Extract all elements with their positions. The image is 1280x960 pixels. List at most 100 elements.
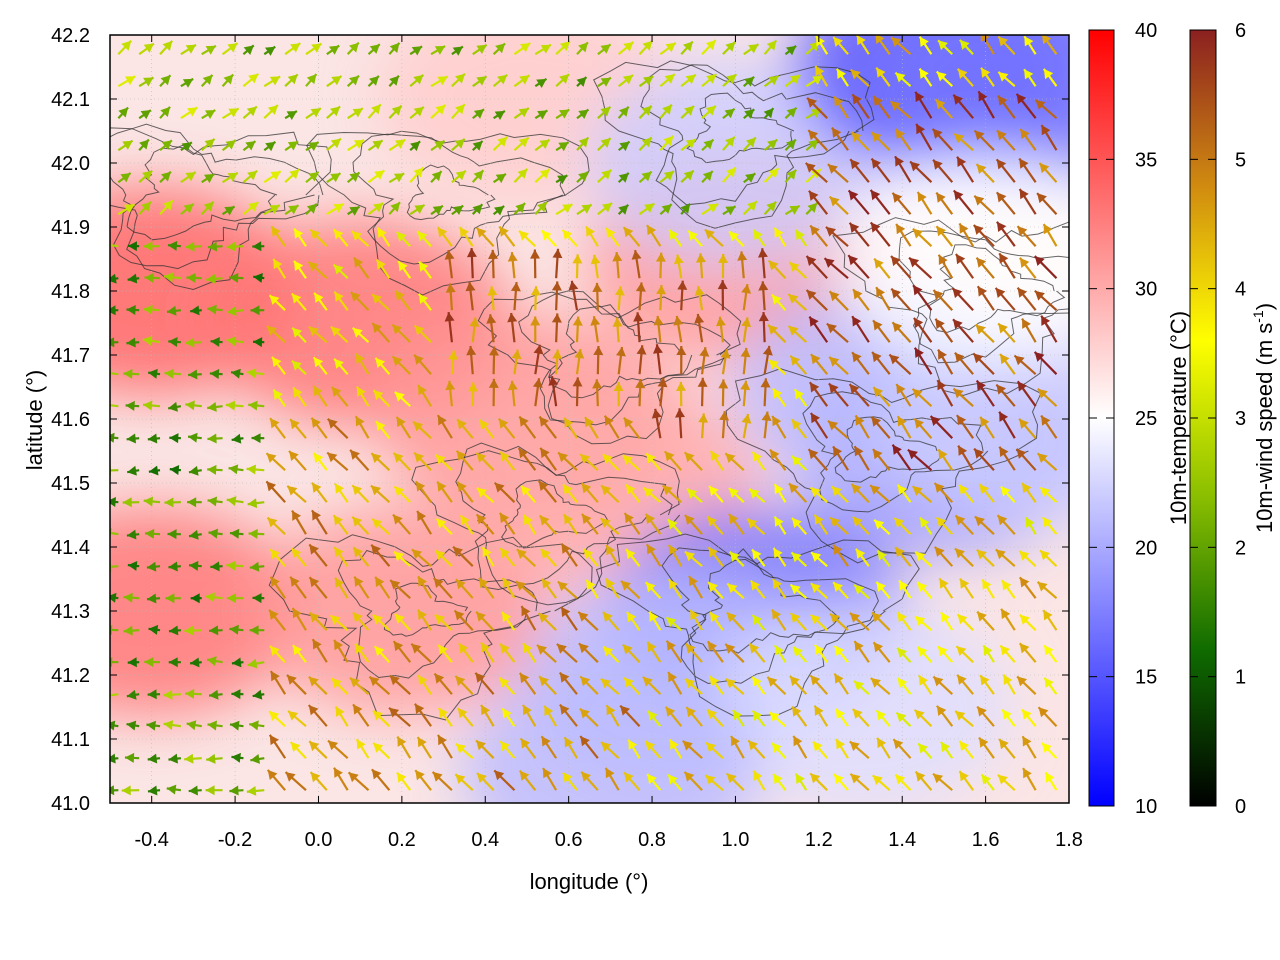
wind-arrow-head <box>250 754 260 764</box>
wind-arrow-head <box>518 108 529 118</box>
wind-arrow-head <box>294 228 304 239</box>
wind-arrow <box>680 138 697 152</box>
temp-colorbar-tick-label: 40 <box>1135 20 1157 42</box>
wind-arrow <box>186 720 202 731</box>
wind-arrow <box>305 171 320 184</box>
wind-arrow-head <box>936 192 946 203</box>
wind-arrow <box>1018 418 1037 439</box>
wind-arrow <box>935 705 954 727</box>
wind-arrow-head <box>849 741 860 752</box>
wind-arrow <box>394 289 412 311</box>
wind-arrow <box>997 35 1016 55</box>
wind-arrow-head <box>537 645 547 655</box>
wind-arrow-head <box>188 432 198 443</box>
wind-arrow-head <box>576 77 587 87</box>
wind-arrow-head <box>1016 448 1027 459</box>
wind-arrow <box>510 281 521 311</box>
wind-arrow-head <box>1002 580 1012 591</box>
wind-arrow-head <box>729 551 740 562</box>
wind-arrow <box>534 138 551 152</box>
wind-arrow-head <box>854 446 864 457</box>
wind-arrow <box>682 740 703 760</box>
wind-arrow <box>147 785 161 796</box>
wind-arrow <box>488 249 498 279</box>
wind-arrow <box>372 709 391 727</box>
x-tick-label: 1.4 <box>888 829 916 851</box>
wind-arrow-head <box>308 705 319 716</box>
wind-arrow-head <box>729 231 739 242</box>
wind-arrow <box>1022 767 1037 791</box>
wind-arrow-head <box>1041 742 1052 753</box>
wind-arrow-head <box>983 645 993 656</box>
wind-arrow-head <box>827 164 838 174</box>
wind-arrow <box>1041 742 1058 759</box>
wind-arrow-head <box>960 578 970 589</box>
wind-arrow <box>284 73 299 88</box>
wind-arrow-head <box>675 408 685 418</box>
wind-arrow <box>576 41 589 55</box>
wind-arrow <box>252 689 265 700</box>
wind-arrow <box>1042 223 1058 247</box>
wind-arrow-head <box>185 688 195 699</box>
wind-arrow-head <box>663 171 674 181</box>
wind-arrow <box>288 450 307 471</box>
wind-arrow <box>646 641 662 663</box>
terrain-contour <box>593 60 875 229</box>
wind-arrow <box>869 221 891 247</box>
wind-arrow <box>590 315 601 343</box>
wind-arrow <box>305 203 318 215</box>
wind-arrow-head <box>871 416 881 427</box>
wind-arrow-head <box>877 550 887 561</box>
wind-arrow-head <box>685 139 696 149</box>
wind-arrow-head <box>410 141 421 152</box>
wind-arrow-head <box>940 741 951 753</box>
wind-arrow-head <box>616 346 626 357</box>
wind-arrow-head <box>955 254 966 265</box>
wind-arrow-head <box>473 109 484 119</box>
wind-arrow-head <box>1044 645 1054 656</box>
wind-arrow <box>209 369 223 379</box>
wind-arrow <box>164 497 181 508</box>
wind-arrow-head <box>998 36 1009 47</box>
wind-arrow-head <box>146 561 157 572</box>
wind-arrow-head <box>572 377 583 387</box>
wind-arrow <box>576 136 590 151</box>
wind-arrow-head <box>327 452 338 463</box>
wind-arrow <box>585 579 599 599</box>
wind-arrow <box>743 43 760 56</box>
wind-arrow <box>159 139 173 152</box>
wind-arrow-head <box>147 433 158 444</box>
wind-arrow-head <box>836 68 846 79</box>
wind-arrow-head <box>601 741 612 752</box>
wind-arrow <box>1037 387 1058 408</box>
wind-arrow-head <box>876 67 886 78</box>
wind-arrow-head <box>223 74 234 85</box>
wind-arrow-head <box>600 77 611 87</box>
wind-arrow-head <box>1019 643 1030 654</box>
wind-arrow-head <box>871 158 881 169</box>
wind-arrow-head <box>758 312 769 322</box>
wind-arrow-head <box>164 368 174 379</box>
wind-arrow-head <box>226 241 236 252</box>
wind-arrow-head <box>709 485 719 496</box>
wind-arrow-head <box>708 582 718 593</box>
wind-arrow <box>667 578 683 599</box>
wind-arrow-head <box>243 45 254 55</box>
wind-arrow <box>409 45 423 56</box>
wind-arrow-head <box>752 549 762 560</box>
wind-arrow <box>499 547 516 567</box>
wind-arrow-head <box>308 261 319 272</box>
wind-arrow-head <box>641 105 652 116</box>
wind-arrow <box>1040 414 1058 439</box>
wind-arrow-head <box>998 72 1009 82</box>
wind-arrow <box>847 254 870 279</box>
wind-arrow <box>805 168 822 184</box>
wind-arrow <box>562 771 578 791</box>
wind-arrow-head <box>562 229 573 240</box>
wind-arrow-head <box>477 487 488 498</box>
wind-arrow-head <box>641 137 652 148</box>
wind-arrow-head <box>414 703 425 714</box>
wind-arrow <box>1036 192 1058 215</box>
wind-arrow-head <box>444 312 455 322</box>
wind-arrow-head <box>287 485 298 496</box>
